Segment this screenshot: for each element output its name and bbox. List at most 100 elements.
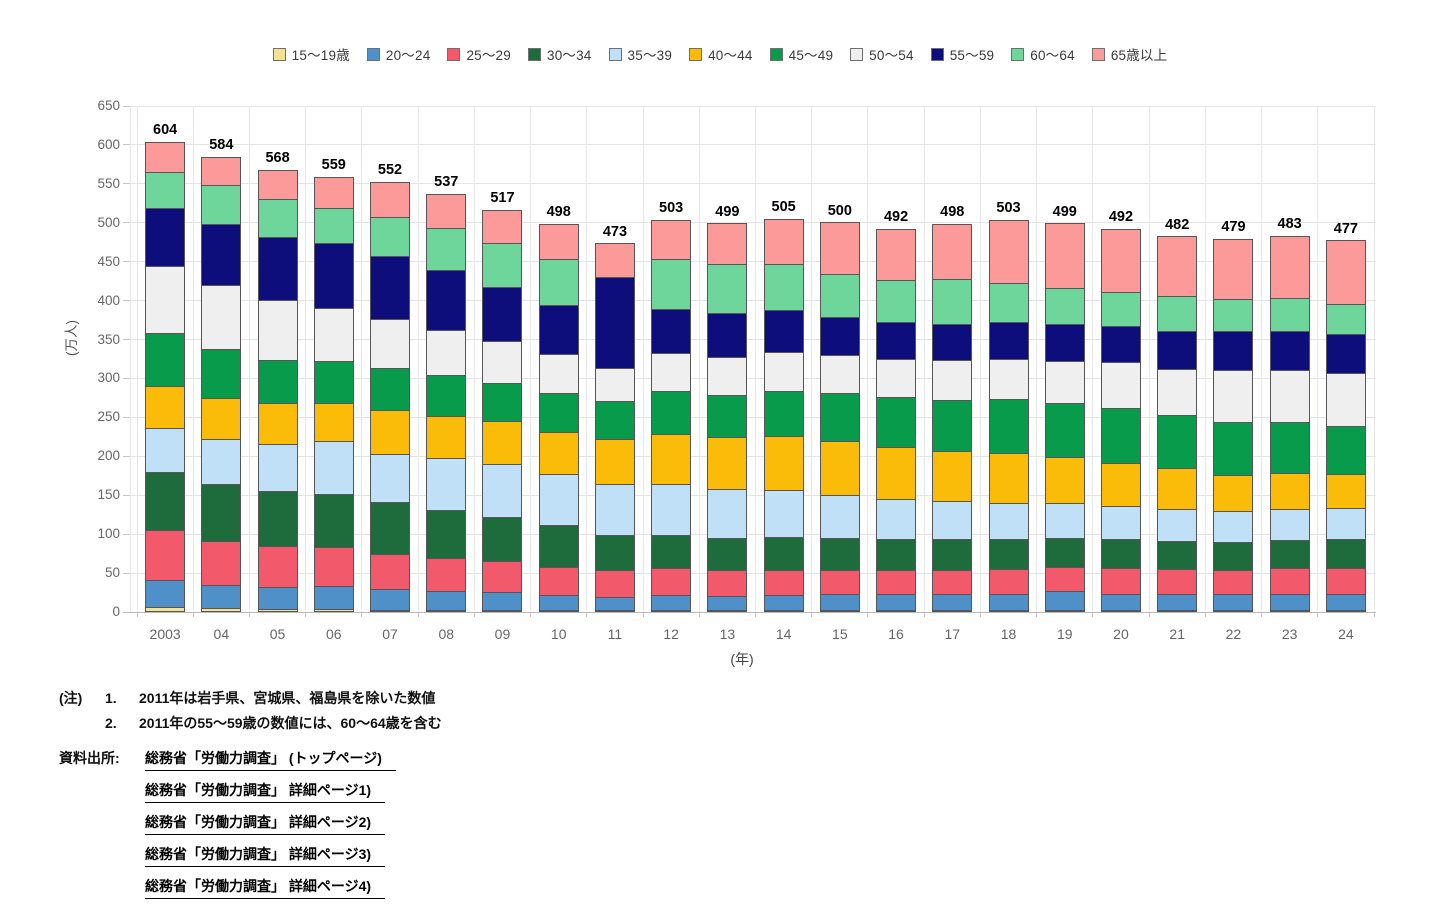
bar-segment-30〜34: [313, 493, 354, 548]
x-gridline: [248, 106, 250, 612]
bar-segment-20〜24: [876, 594, 917, 610]
bar-segment-50〜54: [594, 367, 635, 402]
bar-segment-15〜19歳: [594, 610, 635, 612]
y-gridline: [123, 416, 1376, 418]
bar-segment-65歳以上: [819, 222, 860, 274]
x-tick-label: 15: [832, 626, 848, 642]
source-link[interactable]: 総務省「労働力調査」 詳細ページ1): [145, 780, 386, 803]
bar-segment-60〜64: [763, 264, 804, 311]
bar-segment-35〜39: [1325, 508, 1366, 540]
bar-segment-30〜34: [819, 538, 860, 571]
y-gridline: [123, 572, 1376, 574]
bar-segment-55〜59: [707, 313, 748, 358]
bar-segment-30〜34: [1269, 539, 1310, 568]
x-tick-mark: [698, 612, 700, 617]
legend-label: 60〜64: [1030, 48, 1075, 63]
bar-segment-65歳以上: [482, 209, 523, 244]
bar-segment-40〜44: [763, 436, 804, 491]
bar-22: [1213, 238, 1254, 612]
bar-segment-55〜59: [988, 322, 1029, 359]
note-text: 2011年の55〜59歳の数値には、60〜64歳を含む: [139, 715, 442, 731]
bar-segment-20〜24: [763, 595, 804, 610]
bar-segment-65歳以上: [932, 223, 973, 280]
source-link[interactable]: 総務省「労働力調査」 詳細ページ4): [145, 876, 386, 899]
bar-segment-25〜29: [819, 570, 860, 594]
bar-11: [594, 243, 635, 612]
y-gridline: [123, 183, 1376, 185]
bar-total-label: 537: [434, 173, 459, 190]
bar-segment-15〜19歳: [932, 610, 973, 612]
y-tick-label: 200: [97, 448, 120, 464]
source-link[interactable]: 総務省「労働力調査」 詳細ページ2): [145, 812, 386, 835]
x-tick-label: 14: [775, 626, 792, 642]
bar-segment-20〜24: [651, 595, 692, 610]
bar-segment-50〜54: [1100, 362, 1141, 408]
y-tick-label: 500: [97, 214, 120, 230]
y-tick-mark: [123, 300, 130, 302]
y-tick-label: 150: [97, 487, 120, 503]
bar-segment-55〜59: [313, 243, 354, 309]
bar-total-label: 492: [1108, 208, 1134, 225]
bar-segment-25〜29: [1213, 569, 1254, 595]
x-gridline: [698, 106, 700, 612]
x-tick-mark: [1204, 612, 1206, 617]
bar-segment-20〜24: [313, 586, 354, 609]
bar-07: [370, 182, 411, 612]
bar-segment-50〜54: [538, 353, 579, 393]
bar-segment-60〜64: [988, 283, 1029, 323]
x-gridline: [1036, 106, 1038, 612]
bar-segment-60〜64: [482, 243, 523, 288]
legend-item-30〜34: 30〜34: [527, 44, 592, 64]
bar-segment-60〜64: [1157, 295, 1198, 331]
x-tick-label: 18: [1000, 626, 1017, 642]
bar-segment-30〜34: [1157, 540, 1198, 569]
x-tick-mark: [361, 612, 363, 617]
y-gridline: [123, 455, 1376, 457]
x-tick-mark: [1261, 612, 1263, 617]
source-link[interactable]: 総務省「労働力調査」 (トップページ): [145, 748, 396, 771]
bar-segment-25〜29: [1325, 567, 1366, 594]
x-tick-mark: [642, 612, 644, 617]
bar-segment-50〜54: [1325, 373, 1366, 426]
legend-label: 25〜29: [466, 48, 511, 63]
bar-segment-60〜64: [1100, 291, 1141, 326]
bar-segment-60〜64: [819, 273, 860, 317]
stacked-bar-chart: (万人) (年) 0 50 100 150 200 250 300 350 400 450 500 5…: [64, 98, 1376, 667]
bar-segment-50〜54: [313, 308, 354, 362]
legend-label: 50〜54: [869, 48, 914, 63]
bar-segment-35〜39: [426, 457, 467, 511]
x-tick-mark: [248, 612, 250, 617]
bar-segment-35〜39: [1213, 511, 1254, 543]
bar-segment-30〜34: [201, 484, 242, 542]
bar-segment-25〜29: [538, 567, 579, 596]
bar-segment-45〜49: [1213, 421, 1254, 475]
bar-segment-30〜34: [370, 502, 411, 555]
legend-item-45〜49: 45〜49: [769, 44, 834, 64]
source-link[interactable]: 総務省「労働力調査」 詳細ページ3): [145, 844, 386, 867]
bar-segment-20〜24: [1157, 593, 1198, 610]
bar-segment-20〜24: [594, 596, 635, 610]
bar-total-label: 559: [321, 156, 346, 173]
y-tick-label: 300: [97, 370, 120, 386]
x-tick-mark: [867, 612, 869, 617]
bar-segment-35〜39: [538, 473, 579, 526]
bar-segment-45〜49: [257, 359, 298, 403]
legend-item-15〜19歳: 15〜19歳: [272, 44, 350, 64]
x-tick-label: 20: [1113, 626, 1129, 642]
y-tick-label: 350: [97, 331, 120, 347]
bar-segment-20〜24: [988, 593, 1029, 610]
bar-segment-60〜64: [257, 198, 298, 237]
bar-segment-55〜59: [482, 287, 523, 342]
bar-segment-45〜49: [201, 348, 242, 398]
bar-total-label: 499: [715, 203, 740, 220]
bar-segment-35〜39: [370, 454, 411, 503]
bar-segment-20〜24: [370, 588, 411, 610]
y-tick-mark: [123, 339, 130, 341]
bar-segment-15〜19歳: [1269, 610, 1310, 612]
bar-segment-45〜49: [1269, 421, 1310, 474]
x-tick-label: 19: [1056, 626, 1073, 642]
bar-segment-40〜44: [876, 446, 917, 499]
bar-segment-20〜24: [932, 593, 973, 610]
bar-segment-30〜34: [932, 539, 973, 570]
legend-item-20〜24: 20〜24: [366, 44, 431, 64]
